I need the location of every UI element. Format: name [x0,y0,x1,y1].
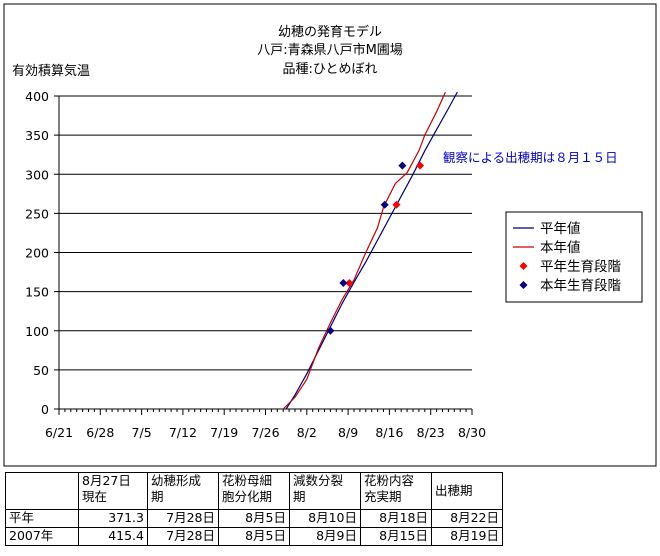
table-cell: 8月19日 [431,527,503,546]
table-cell: 8月5日 [218,527,290,546]
table-cell: 8月15日 [360,527,432,546]
x-tick-label: 8/23 [417,425,445,440]
axes [54,95,473,415]
x-tick-labels: 6/21 6/28 7/5 7/12 7/19 7/26 8/2 8/9 8/16 8/23 8/3… [45,425,486,440]
current-stage-marker [326,326,335,335]
table-cell: 8月18日 [360,509,432,528]
normal-stage-marker [416,161,425,170]
table-row: 平年 371.3 7月28日 8月5日 8月10日 8月18日 8月22日 [5,509,503,528]
x-tick-label: 6/28 [86,425,114,440]
table-cell: 7月28日 [147,527,219,546]
table-header-row: 8月27日 現在 幼穂形成期 花粉母細 胞分化期 減数分裂期 花粉内容 充実期 出穂期 [5,472,503,510]
heading-annotation: 観察による出穂期は８月１５日 [443,150,618,165]
x-tick-label: 8/2 [297,425,317,440]
table-header-cell: 出穂期 [431,472,503,510]
y-tick-label: 0 [41,402,49,417]
chart-title: 幼穂の発育モデル 八戸:青森県八戸市M圃場 品種:ひとめぼれ [257,24,403,77]
x-tick-label: 8/30 [458,425,486,440]
current-stage-marker [339,279,348,288]
table-cell: 8月22日 [431,509,503,528]
table-row-label: 2007年 [5,527,79,546]
x-tick-label: 7/19 [210,425,238,440]
y-tick-label: 200 [25,246,49,261]
legend-label-normal-stage: 平年生育段階 [540,259,621,275]
y-tick-label: 150 [25,285,49,300]
x-tick-label: 8/16 [375,425,403,440]
y-tick-label: 400 [25,89,49,104]
chart-title-line-3: 品種:ひとめぼれ [283,61,378,77]
legend-label-current: 本年値 [540,240,581,256]
legend-label-normal: 平年値 [540,221,581,237]
y-tick-label: 350 [25,128,49,143]
x-tick-label: 8/9 [338,425,358,440]
table-cell: 8月10日 [289,509,361,528]
x-tick-label: 7/5 [132,425,152,440]
y-tick-label: 250 [25,206,49,221]
table-cell: 371.3 [78,509,148,528]
table-header-cell: 8月27日 現在 [78,472,148,510]
legend-swatch-normal-stage [519,262,528,270]
table-header-cell: 花粉母細 胞分化期 [218,472,290,510]
series [282,91,458,410]
y-axis-label: 有効積算気温 [12,63,90,79]
table-cell: 7月28日 [147,509,219,528]
table-header-cell: 花粉内容 充実期 [360,472,432,510]
x-tick-label: 7/12 [169,425,197,440]
table-row-label: 平年 [5,509,79,528]
x-tick-label: 6/21 [45,425,73,440]
table-cell: 8月5日 [218,509,290,528]
chart: 幼穂の発育モデル 八戸:青森県八戸市M圃場 品種:ひとめぼれ 有効積算気温 0 5… [3,3,657,467]
chart-title-line-1: 幼穂の発育モデル [278,24,382,40]
legend-label-current-stage: 本年生育段階 [540,278,621,294]
normal-stage-marker [392,200,401,209]
y-tick-label: 50 [33,363,49,378]
x-tick-label: 7/26 [251,425,279,440]
current-stage-marker [398,161,407,170]
table-header-cell: 幼穂形成期 [147,472,219,510]
table-row: 2007年 415.4 7月28日 8月5日 8月9日 8月15日 8月19日 [5,527,503,546]
current-stage-marker [380,200,389,209]
table-cell: 8月9日 [289,527,361,546]
legend-box [505,211,643,303]
table-cell: 415.4 [78,527,148,546]
chart-title-line-2: 八戸:青森県八戸市M圃場 [257,42,403,58]
gridlines [59,95,472,371]
legend-swatch-current-stage [519,281,528,289]
current-year-line [282,91,446,410]
table-header-cell: 減数分裂期 [289,472,361,510]
y-tick-label: 100 [25,324,49,339]
y-tick-labels: 0 50 100 150 200 250 300 350 400 [25,89,49,417]
table-header-cell [5,472,79,510]
y-tick-label: 300 [25,167,49,182]
summary-table: 8月27日 現在 幼穂形成期 花粉母細 胞分化期 減数分裂期 花粉内容 充実期 出穂期… [5,472,503,546]
legend: 平年値 本年値 平年生育段階 本年生育段階 [505,211,643,303]
normal-stage-marker [345,279,354,288]
